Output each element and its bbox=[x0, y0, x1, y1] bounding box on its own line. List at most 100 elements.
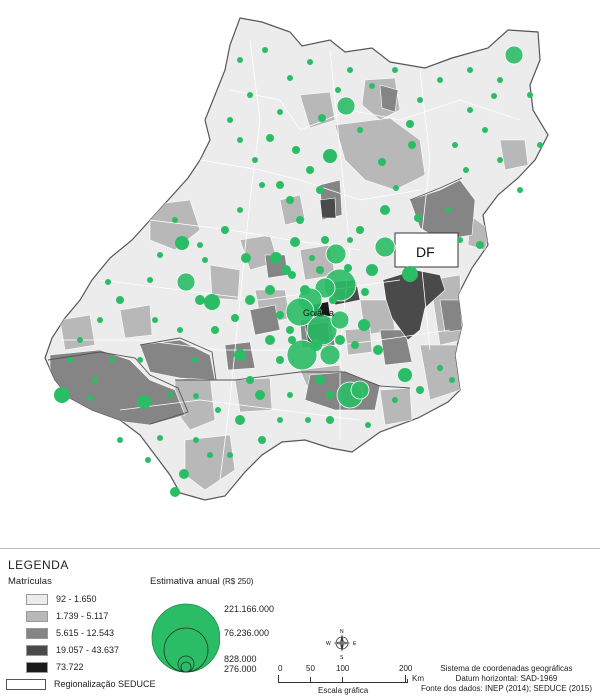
funding-bubble bbox=[176, 272, 196, 292]
funding-bubble bbox=[305, 417, 311, 423]
funding-bubble bbox=[351, 341, 359, 349]
funding-bubble bbox=[482, 127, 488, 133]
funding-bubble bbox=[476, 241, 484, 249]
seduce-regions bbox=[47, 177, 463, 425]
funding-bubble bbox=[247, 92, 253, 98]
funding-bubble bbox=[467, 67, 473, 73]
estimativa-text: Estimativa anual bbox=[150, 576, 220, 587]
funding-bubble bbox=[288, 336, 296, 344]
funding-bubble bbox=[215, 407, 221, 413]
funding-bubble bbox=[152, 317, 158, 323]
funding-bubble bbox=[54, 387, 70, 403]
funding-bubble bbox=[145, 457, 151, 463]
bubble-value-4: 276.000 bbox=[224, 664, 257, 674]
funding-bubble bbox=[202, 257, 208, 263]
estimativa-title: Estimativa anual (R$ 250) bbox=[150, 576, 253, 587]
funding-bubble bbox=[300, 285, 310, 295]
funding-bubble bbox=[179, 469, 189, 479]
funding-bubble bbox=[398, 368, 412, 382]
legend-title: LEGENDA bbox=[8, 558, 69, 572]
scale-tick-200: 200 bbox=[399, 664, 413, 673]
funding-bubble bbox=[67, 357, 73, 363]
funding-bubble bbox=[306, 166, 314, 174]
funding-bubble bbox=[207, 452, 213, 458]
credits: Sistema de coordenadas geográficas Datum… bbox=[421, 664, 592, 694]
municipality-shading bbox=[49, 39, 529, 491]
funding-bubble bbox=[241, 253, 251, 263]
funding-bubble bbox=[537, 142, 543, 148]
funding-bubble bbox=[195, 295, 205, 305]
funding-bubble bbox=[497, 77, 503, 83]
funding-bubble bbox=[276, 311, 284, 319]
funding-bubble bbox=[246, 376, 254, 384]
funding-bubble bbox=[310, 339, 322, 351]
funding-bubble bbox=[237, 57, 243, 63]
funding-bubble bbox=[147, 277, 153, 283]
funding-bubble bbox=[361, 288, 369, 296]
region-row: Regionalização SEDUCE bbox=[6, 677, 156, 691]
funding-bubble bbox=[369, 83, 375, 89]
scale-tick-50: 50 bbox=[306, 664, 315, 673]
funding-bubble bbox=[221, 226, 229, 234]
funding-bubble bbox=[227, 452, 233, 458]
class-swatch bbox=[26, 661, 48, 673]
class-swatch bbox=[26, 593, 48, 605]
credits-line-2: Datum horizontal: SAD-1969 bbox=[455, 674, 558, 683]
funding-bubble bbox=[325, 243, 347, 265]
region-label: Regionalização SEDUCE bbox=[54, 679, 156, 689]
funding-bubble bbox=[463, 167, 469, 173]
class-row-4: 19.057 - 43.637 bbox=[26, 643, 119, 657]
bubble-value-3: 828.000 bbox=[224, 654, 257, 664]
funding-bubble bbox=[373, 345, 383, 355]
funding-bubble bbox=[314, 308, 322, 316]
legend-bubble bbox=[180, 661, 192, 673]
class-label: 19.057 - 43.637 bbox=[56, 645, 120, 655]
funding-bubble bbox=[237, 207, 243, 213]
funding-bubbles bbox=[54, 45, 543, 497]
funding-bubble bbox=[255, 390, 265, 400]
class-label: 5.615 - 12.543 bbox=[56, 628, 115, 638]
funding-bubble bbox=[517, 187, 523, 193]
scale-label: Escala gráfica bbox=[318, 686, 369, 695]
funding-bubble bbox=[105, 279, 111, 285]
funding-bubble bbox=[172, 217, 178, 223]
funding-bubble bbox=[347, 67, 353, 73]
funding-bubble bbox=[290, 237, 300, 247]
scale-tick-0: 0 bbox=[278, 664, 283, 673]
funding-bubble bbox=[276, 181, 284, 189]
scale-unit: Km bbox=[412, 674, 424, 683]
funding-bubble bbox=[234, 349, 246, 361]
funding-bubble bbox=[457, 237, 463, 243]
svg-text:S: S bbox=[340, 655, 344, 660]
funding-bubble bbox=[116, 296, 124, 304]
funding-bubble bbox=[137, 357, 143, 363]
credits-line-1: Sistema de coordenadas geográficas bbox=[440, 664, 573, 673]
funding-bubble bbox=[366, 264, 378, 276]
class-row-2: 1.739 - 5.117 bbox=[26, 609, 108, 623]
funding-bubble bbox=[414, 214, 422, 222]
bubble-value-2: 76.236.000 bbox=[224, 628, 270, 638]
funding-bubble bbox=[319, 344, 341, 366]
funding-bubble bbox=[416, 386, 424, 394]
funding-bubble bbox=[197, 242, 203, 248]
funding-bubble bbox=[288, 271, 296, 279]
funding-bubble bbox=[316, 186, 324, 194]
estimativa-unit: (R$ 250) bbox=[222, 577, 254, 586]
goias-state-outline bbox=[44, 17, 549, 501]
class-row-3: 5.615 - 12.543 bbox=[26, 626, 114, 640]
funding-bubble bbox=[170, 487, 180, 497]
funding-bubble bbox=[227, 117, 233, 123]
funding-bubble bbox=[258, 436, 266, 444]
funding-bubble bbox=[286, 326, 294, 334]
funding-bubble bbox=[77, 337, 83, 343]
funding-bubble bbox=[318, 114, 326, 122]
funding-bubble bbox=[330, 310, 350, 330]
funding-bubble bbox=[374, 236, 396, 258]
funding-bubble bbox=[157, 252, 163, 258]
funding-bubble bbox=[277, 417, 283, 423]
funding-bubble bbox=[92, 377, 98, 383]
class-row-1: 92 - 1.650 bbox=[26, 592, 97, 606]
funding-bubble bbox=[316, 266, 324, 274]
funding-bubble bbox=[504, 45, 524, 65]
legend: LEGENDA Matrículas 92 - 1.650 1.739 - 5.… bbox=[0, 548, 600, 700]
